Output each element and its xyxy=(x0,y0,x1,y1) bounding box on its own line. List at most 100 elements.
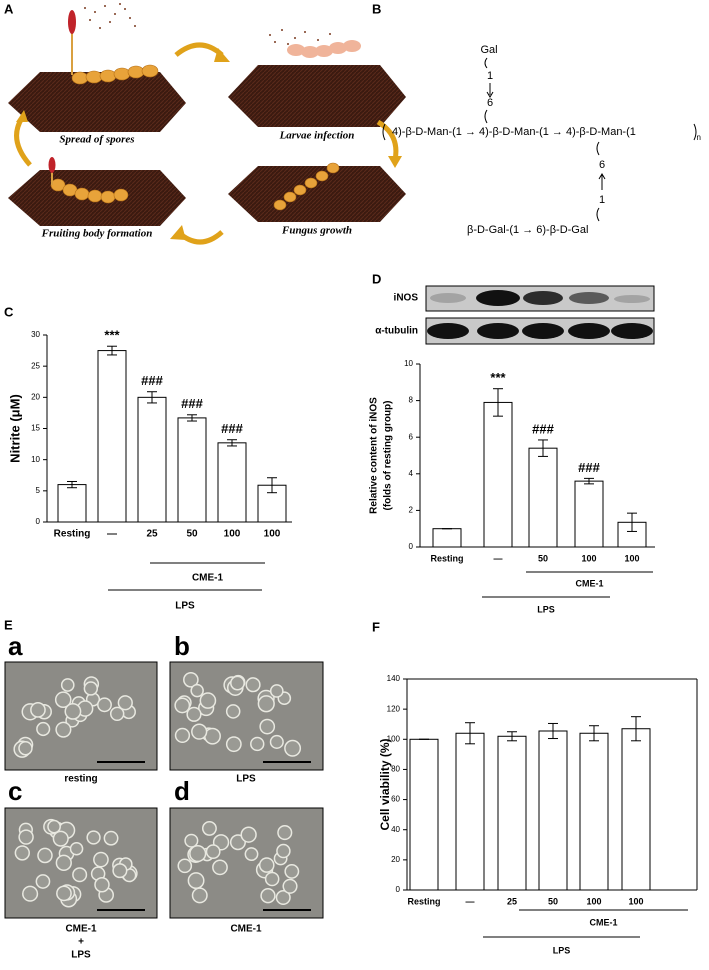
y-tick-label: 40 xyxy=(391,825,400,834)
cell xyxy=(14,845,30,861)
cell xyxy=(269,734,284,749)
y-axis-title: Relative content of iNOS xyxy=(369,397,380,514)
y-tick-label: 25 xyxy=(31,361,40,370)
cell xyxy=(269,684,284,698)
x-tick-label: — xyxy=(107,529,117,540)
cell xyxy=(97,697,112,713)
cell xyxy=(225,736,242,753)
bar-chart: 0 20 40 60 80 100 120 140 Cell viability (%) Rest… xyxy=(378,674,698,955)
cell xyxy=(55,854,72,871)
bar xyxy=(538,730,568,891)
y-tick-label: 0 xyxy=(36,517,41,526)
y-tick-label: 6 xyxy=(409,432,414,441)
micrograph xyxy=(169,807,324,919)
link: 6 xyxy=(599,159,605,171)
cell xyxy=(174,727,191,744)
branch: β-D-Gal-(1 → 6)-β-D-Gal xyxy=(467,224,588,236)
life-cycle: Spread of spores Larvae infection Fruiti… xyxy=(8,3,406,245)
cell xyxy=(199,692,217,709)
image-caption: LPS xyxy=(71,950,91,961)
micrographs: a b c d resting LPS CME-1 + LPS CME-1 xyxy=(4,631,324,961)
larva-infected xyxy=(287,40,361,58)
cell xyxy=(112,863,128,879)
cell xyxy=(35,874,51,889)
group-label: CME-1 xyxy=(192,573,224,584)
y-tick-label: 120 xyxy=(387,704,401,713)
x-tick-label: 100 xyxy=(224,529,241,540)
bar xyxy=(97,350,127,523)
cell xyxy=(37,847,53,864)
image-letter: a xyxy=(8,631,23,661)
y-tick-label: 20 xyxy=(31,392,40,401)
bar xyxy=(621,728,651,891)
bar xyxy=(574,480,604,548)
western-blot: iNOS α-tubulin xyxy=(375,285,655,345)
cell xyxy=(72,867,88,883)
x-tick-label: 50 xyxy=(548,896,558,906)
cell xyxy=(250,736,265,752)
cell xyxy=(259,718,276,735)
blot-label: α-tubulin xyxy=(375,326,418,337)
cell xyxy=(230,675,245,691)
cell xyxy=(93,851,109,868)
cell xyxy=(22,885,39,902)
panel-label: C xyxy=(4,304,14,319)
cell xyxy=(191,887,208,904)
cell xyxy=(212,859,228,876)
cell xyxy=(30,702,46,718)
image-caption: CME-1 xyxy=(65,924,97,935)
y-tick-label: 0 xyxy=(409,542,414,551)
image-letter: b xyxy=(174,631,190,661)
y-axis-title: Cell viability (%) xyxy=(378,738,392,830)
cell xyxy=(244,847,259,862)
bar xyxy=(217,442,247,523)
cell xyxy=(47,819,61,834)
cell xyxy=(183,671,199,688)
cell xyxy=(177,858,193,874)
bar xyxy=(579,732,609,891)
bar xyxy=(177,417,207,523)
significance: ### xyxy=(578,460,600,475)
bar xyxy=(497,735,527,891)
group-label: LPS xyxy=(553,945,571,955)
cell xyxy=(64,702,82,720)
cell xyxy=(86,830,101,845)
bracket xyxy=(382,123,697,141)
blot-label: iNOS xyxy=(394,293,419,304)
cell xyxy=(186,706,202,722)
y-tick-label: 10 xyxy=(404,359,413,368)
group-label: LPS xyxy=(175,601,195,612)
cell xyxy=(109,706,125,722)
cell xyxy=(191,723,208,740)
fruiting-body xyxy=(68,10,76,34)
significance: ### xyxy=(221,421,243,436)
spores xyxy=(84,3,331,45)
cell xyxy=(18,740,33,756)
panel-label: E xyxy=(4,617,13,632)
y-tick-label: 30 xyxy=(31,330,40,339)
soil-block xyxy=(228,166,406,222)
bar xyxy=(483,401,513,548)
y-tick-label: 100 xyxy=(387,734,401,743)
group-label: CME-1 xyxy=(589,917,617,927)
y-tick-label: 80 xyxy=(391,765,400,774)
arrow-head xyxy=(16,48,402,240)
cell xyxy=(187,872,205,890)
cell xyxy=(225,704,241,719)
image-letter: d xyxy=(174,776,190,806)
significance: ### xyxy=(181,396,203,411)
bond xyxy=(596,141,606,222)
cell xyxy=(55,721,72,738)
significance: *** xyxy=(104,328,120,343)
bar-chart: 0 5 10 15 20 25 30 Nitrite (μM) Resting *** — ### 25… xyxy=(7,328,292,612)
x-tick-label: — xyxy=(466,896,475,906)
y-tick-label: 8 xyxy=(409,396,414,405)
cell xyxy=(36,721,51,737)
y-tick-label: 10 xyxy=(31,455,40,464)
cell xyxy=(56,885,72,902)
bar-chart: 0 2 4 6 8 10 Relative content of iNOS (folds of… xyxy=(369,359,655,614)
significance: ### xyxy=(141,373,163,388)
fruiting-body xyxy=(48,157,56,173)
bond xyxy=(484,57,494,124)
